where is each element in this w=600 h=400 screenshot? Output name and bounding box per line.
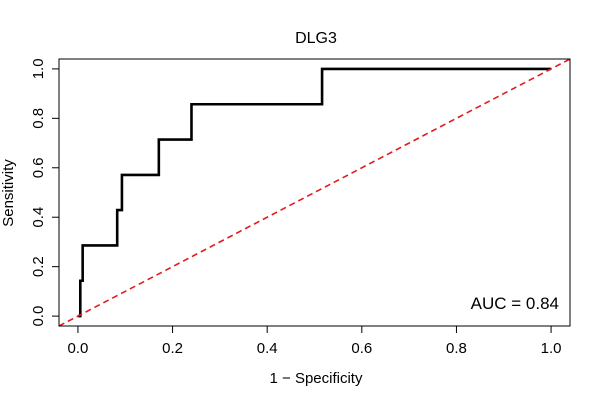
x-tick-label: 0.8 [446,340,467,357]
y-tick-label: 0.6 [30,157,47,178]
x-tick-label: 0.4 [257,340,278,357]
roc-curve [77,67,552,318]
chart-title: DLG3 [295,30,337,47]
reference-diagonal-line [59,59,570,326]
y-tick-label: 0.4 [30,207,47,228]
y-tick-label: 0.8 [30,108,47,129]
y-tick-label: 0.2 [30,256,47,277]
plot-area: 0.0 0.2 0.4 0.6 0.8 1.0 0.0 0.2 0.4 0.6 0.8 1.0 [30,58,570,357]
x-tick-label: 0.0 [67,340,88,357]
y-axis-label: Sensitivity [0,159,17,227]
y-tick-label: 1.0 [30,58,47,79]
x-axis-label: 1 − Specificity [270,370,363,387]
plot-frame [58,58,571,327]
auc-label: AUC = 0.84 [471,294,559,313]
y-tick-label: 0.0 [30,306,47,327]
x-tick-label: 0.2 [162,340,183,357]
x-tick-label: 0.6 [351,340,372,357]
x-tick-label: 1.0 [541,340,562,357]
